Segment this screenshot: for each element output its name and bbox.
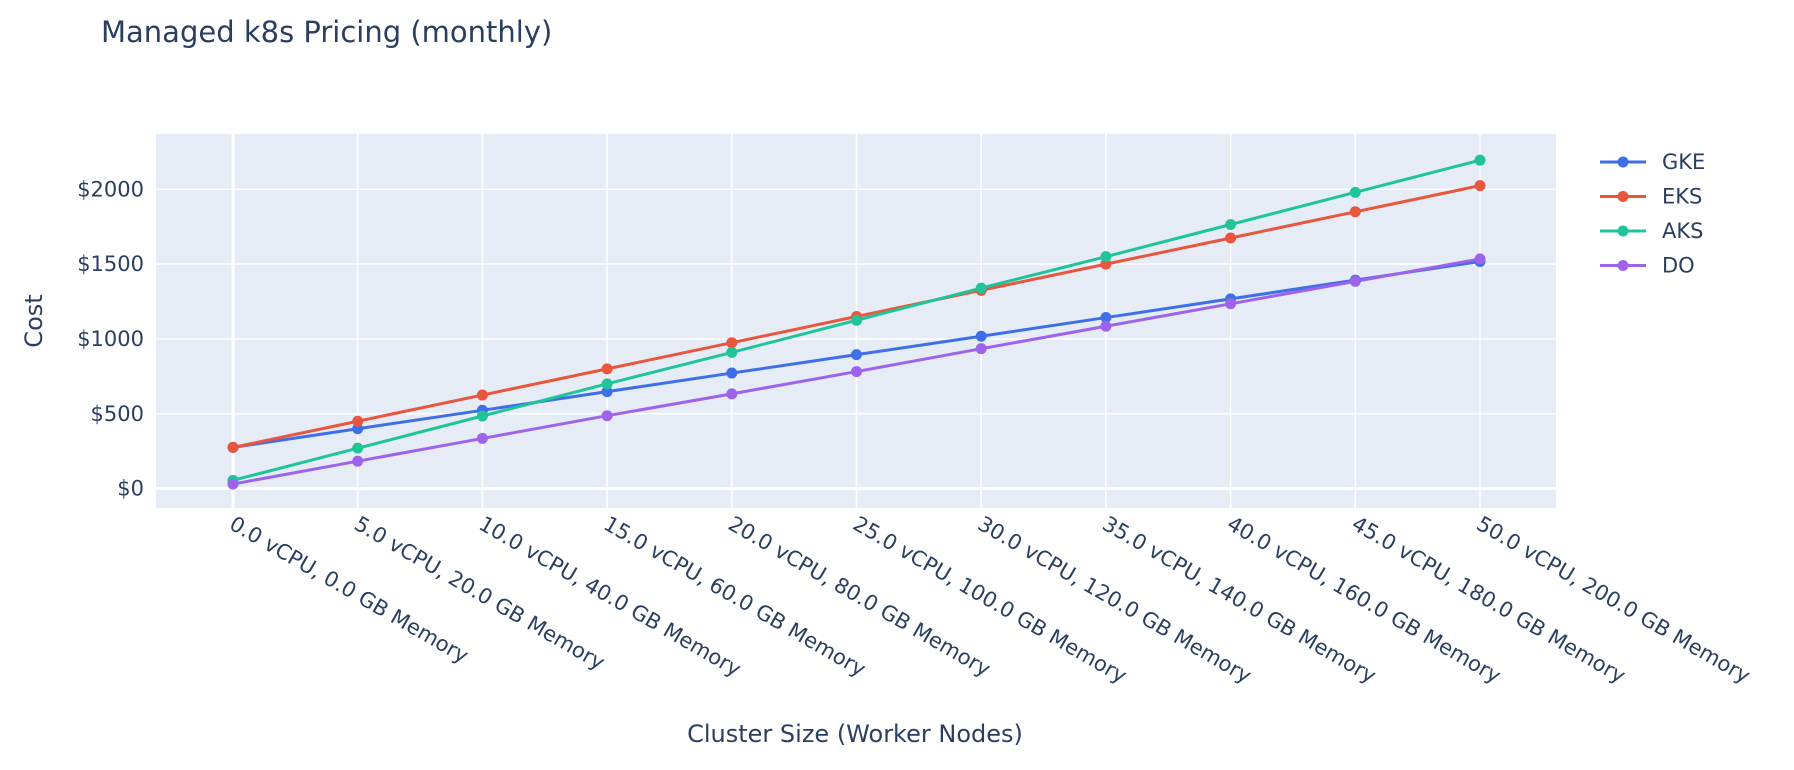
data-point-gke <box>851 349 862 361</box>
chart-title: Managed k8s Pricing (monthly) <box>101 15 552 49</box>
data-point-gke <box>1100 312 1112 324</box>
data-point-aks <box>975 282 987 294</box>
legend-marker <box>1617 225 1629 237</box>
data-point-gke <box>975 330 987 342</box>
y-tick-label: $500 <box>91 402 144 426</box>
data-point-do <box>1100 320 1112 332</box>
legend-marker <box>1617 260 1629 271</box>
y-tick-label: $2000 <box>77 177 144 201</box>
legend-item-aks[interactable]: AKS <box>1600 219 1703 243</box>
x-tick-label: 0.0 vCPU, 0.0 GB Memory <box>226 512 473 668</box>
data-point-eks <box>227 441 239 453</box>
data-point-aks <box>352 442 364 454</box>
x-axis-label: Cluster Size (Worker Nodes) <box>687 720 1023 748</box>
data-point-aks <box>851 314 862 326</box>
data-point-eks <box>726 337 738 349</box>
data-point-eks <box>476 389 488 401</box>
series-points <box>227 154 1486 490</box>
data-point-eks <box>1349 206 1361 218</box>
data-point-do <box>1225 298 1237 310</box>
data-point-aks <box>1100 251 1112 263</box>
x-tick-label: 5.0 vCPU, 20.0 GB Memory <box>350 512 609 675</box>
data-point-do <box>1474 253 1486 265</box>
legend-label: DO <box>1662 254 1695 278</box>
data-point-do <box>726 388 738 400</box>
y-axis-ticks: $0 $500 $1000 $1500 $2000 <box>77 177 144 500</box>
data-point-eks <box>1474 180 1486 192</box>
legend-label: GKE <box>1662 150 1705 174</box>
legend-item-eks[interactable]: EKS <box>1600 185 1702 209</box>
data-point-eks <box>1225 232 1237 244</box>
legend-marker <box>1617 191 1629 202</box>
data-point-do <box>851 366 862 378</box>
data-point-do <box>601 410 613 422</box>
legend-marker <box>1617 156 1629 168</box>
y-tick-label: $1500 <box>77 252 144 276</box>
data-point-gke <box>601 386 613 398</box>
data-point-eks <box>601 363 613 375</box>
data-point-do <box>476 432 488 444</box>
y-axis-label: Cost <box>20 294 48 347</box>
data-point-do <box>975 343 987 355</box>
legend-item-do[interactable]: DO <box>1600 254 1695 278</box>
data-point-do <box>1349 275 1361 287</box>
data-point-eks <box>352 415 364 427</box>
data-point-gke <box>726 367 738 379</box>
data-point-aks <box>1349 186 1361 198</box>
data-point-aks <box>1225 219 1237 231</box>
data-point-aks <box>726 346 738 358</box>
data-point-aks <box>476 410 488 422</box>
y-tick-label: $1000 <box>77 327 144 351</box>
data-point-aks <box>601 378 613 390</box>
legend-label: EKS <box>1662 185 1702 209</box>
legend: GKE EKS AKS DO <box>1600 150 1705 278</box>
data-point-do <box>352 455 364 467</box>
gridlines <box>156 134 1556 508</box>
data-point-aks <box>1474 154 1486 166</box>
legend-label: AKS <box>1662 219 1703 243</box>
data-point-do <box>227 478 239 490</box>
legend-item-gke[interactable]: GKE <box>1600 150 1705 174</box>
y-tick-label: $0 <box>117 477 144 501</box>
